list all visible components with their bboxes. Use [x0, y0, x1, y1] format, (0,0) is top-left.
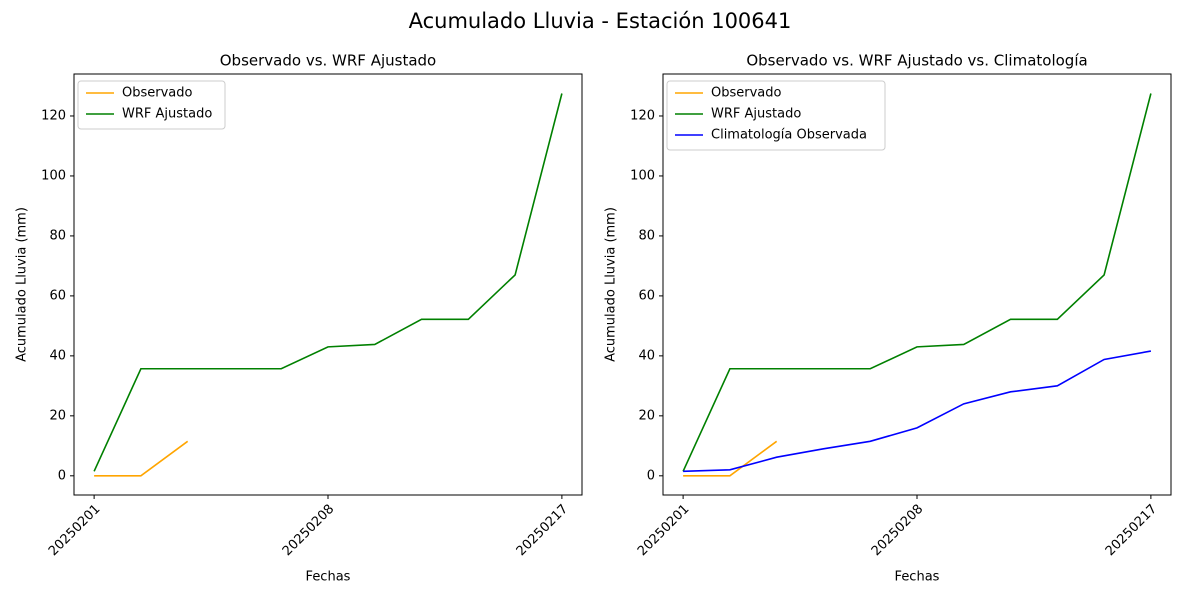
axis-title: Observado vs. WRF Ajustado — [220, 52, 436, 70]
x-tick-label: 20250217 — [514, 502, 571, 559]
x-tick-label: 20250217 — [1103, 502, 1160, 559]
series-line — [682, 93, 1152, 472]
x-axis-label: Fechas — [895, 570, 940, 585]
x-tick-label: 20250208 — [280, 502, 337, 559]
y-tick-label: 120 — [630, 108, 655, 123]
legend-box — [666, 80, 886, 151]
y-tick-label: 120 — [41, 108, 66, 123]
y-axis-label: Acumulado Lluvia (mm) — [15, 207, 30, 362]
legend-label: Climatología Observada — [711, 128, 867, 143]
x-tick-label: 20250201 — [635, 502, 692, 559]
axis-title: Observado vs. WRF Ajustado vs. Climatolo… — [746, 52, 1087, 70]
y-tick-label: 100 — [630, 168, 655, 183]
x-tick-label: 20250201 — [46, 502, 103, 559]
y-tick-label: 0 — [647, 468, 655, 483]
x-tick-label: 20250208 — [869, 502, 926, 559]
series-line — [683, 440, 778, 477]
y-tick-label: 0 — [58, 468, 66, 483]
y-tick-label: 60 — [49, 288, 66, 303]
axes-frame — [662, 73, 1172, 496]
y-tick-label: 40 — [49, 348, 66, 363]
legend-label: WRF Ajustado — [122, 107, 212, 122]
y-axis-label: Acumulado Lluvia (mm) — [604, 207, 619, 362]
legend-box — [77, 80, 226, 130]
y-tick-label: 80 — [638, 228, 655, 243]
y-tick-label: 100 — [41, 168, 66, 183]
figure-title: Acumulado Lluvia - Estación 100641 — [409, 9, 792, 33]
y-tick-label: 20 — [49, 408, 66, 423]
y-tick-label: 20 — [638, 408, 655, 423]
legend-label: WRF Ajustado — [711, 107, 801, 122]
y-tick-label: 80 — [49, 228, 66, 243]
series-line — [683, 350, 1152, 473]
axes-frame — [73, 73, 583, 496]
series-line — [93, 93, 563, 472]
x-axis-label: Fechas — [306, 570, 351, 585]
y-tick-label: 60 — [638, 288, 655, 303]
series-line — [94, 440, 189, 477]
y-tick-label: 40 — [638, 348, 655, 363]
legend-label: Observado — [122, 86, 193, 101]
legend-label: Observado — [711, 86, 782, 101]
